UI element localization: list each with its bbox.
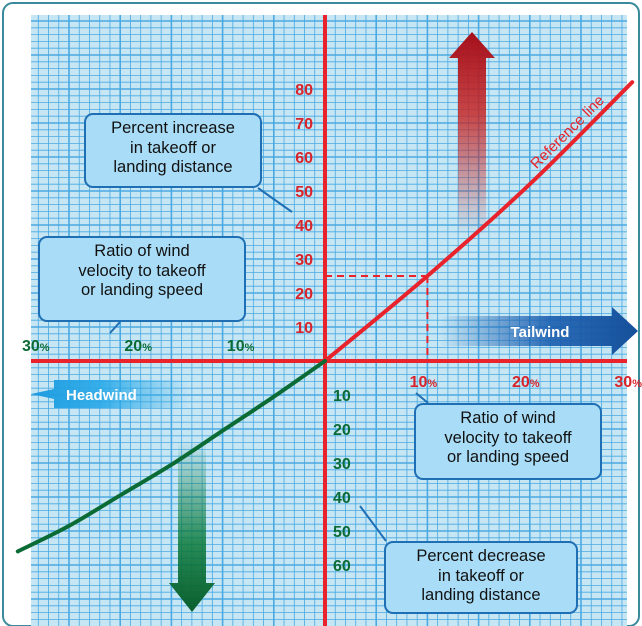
callout-line: or landing speed	[446, 448, 569, 466]
y-tick-label: 20	[295, 286, 313, 303]
x-tick-label: 20%	[124, 338, 152, 355]
y-tick-label: 20	[333, 422, 351, 439]
callout-percent-increase: Percent increase in takeoff or landing d…	[84, 113, 262, 188]
x-tick-label: 10%	[227, 338, 255, 355]
y-tick-label: 50	[295, 184, 313, 201]
tick-labels: 10 20 30 40 50 60 70 80 10 20 30 40 50 60 10% 20% 30% 30%…	[22, 82, 642, 575]
y-tick-label: 40	[295, 218, 313, 235]
callout-ratio-right: Ratio of wind velocity to takeoff or lan…	[414, 403, 602, 480]
y-tick-label: 10	[295, 320, 313, 337]
headwind-label: Headwind	[66, 387, 137, 404]
callout-line: velocity to takeoff	[78, 261, 206, 280]
y-tick-label: 60	[295, 150, 313, 167]
y-tick-label: 80	[295, 82, 313, 99]
callout-line: velocity to takeoff	[444, 428, 572, 447]
callout-line: in takeoff or	[130, 138, 216, 157]
callout-percent-decrease: Percent decrease in takeoff or landing d…	[384, 541, 578, 614]
callout-line: Percent decrease	[416, 547, 546, 565]
callout-line: Ratio of wind	[460, 409, 556, 427]
series-line-headwind	[15, 359, 327, 554]
y-tick-label: 60	[333, 558, 351, 575]
y-tick-label: 30	[295, 252, 313, 269]
x-tick-label: 30%	[614, 374, 642, 391]
x-tick-label: 30%	[22, 338, 50, 355]
y-tick-label: 40	[333, 490, 351, 507]
decrease-arrow	[169, 440, 215, 612]
callout-line: landing distance	[421, 586, 541, 604]
callout-line: Ratio of wind	[94, 242, 190, 260]
headwind-arrow	[31, 380, 190, 408]
callout-pointers	[109, 187, 429, 542]
callout-line: landing distance	[113, 158, 233, 176]
callout-line: in takeoff or	[438, 566, 524, 585]
series-line-reference	[323, 80, 635, 363]
callout-line: or landing speed	[80, 281, 203, 299]
y-tick-label: 70	[295, 116, 313, 133]
increase-arrow	[449, 32, 495, 235]
y-tick-label: 30	[333, 456, 351, 473]
y-tick-label: 10	[333, 388, 351, 405]
tailwind-arrow	[440, 307, 638, 355]
x-tick-label: 10%	[410, 374, 438, 391]
x-tick-label: 20%	[512, 374, 540, 391]
y-tick-label: 50	[333, 524, 351, 541]
tailwind-label: Tailwind	[511, 324, 570, 341]
callout-ratio-left: Ratio of wind velocity to takeoff or lan…	[38, 236, 246, 322]
callout-line: Percent increase	[111, 119, 235, 137]
